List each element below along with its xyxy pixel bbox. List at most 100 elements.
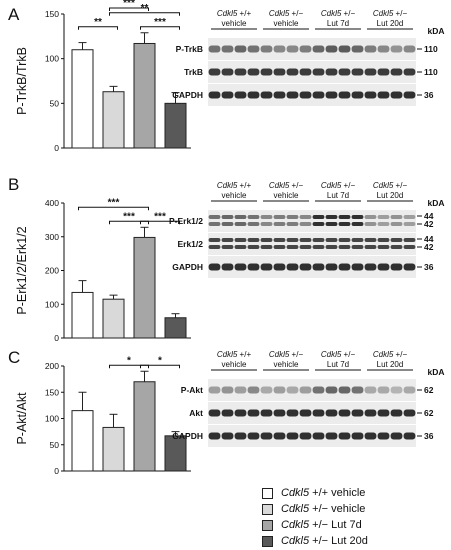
band-lane (260, 91, 273, 99)
blot-group-treatment: Lut 20d (377, 360, 404, 369)
significance-bracket (140, 220, 180, 225)
band-lane (286, 215, 299, 219)
band-lane (351, 263, 364, 271)
band-lane (273, 409, 286, 417)
band-lane (403, 91, 416, 99)
band-lane (325, 409, 338, 417)
band-lane (403, 409, 416, 417)
band-lane (390, 45, 403, 53)
y-tick-label: 400 (45, 198, 59, 208)
band-lane (325, 238, 338, 242)
band-lane (390, 432, 403, 440)
genotype: +/+ (237, 350, 251, 359)
significance-bracket (109, 12, 180, 16)
gene-name: Cdkl5 (269, 181, 290, 190)
band-lane (338, 245, 351, 249)
legend-swatch (262, 487, 273, 499)
band-lane (286, 409, 299, 417)
band-lane (234, 222, 247, 226)
band-lane (234, 432, 247, 440)
band-lane (403, 263, 416, 271)
band-lane (377, 386, 390, 394)
significance-label: *** (123, 211, 135, 222)
band-lane (338, 432, 351, 440)
blot-group-label: Cdkl5 +/− (321, 350, 356, 359)
band-lane (208, 386, 221, 394)
band-lane (234, 409, 247, 417)
gene-name: Cdkl5 (373, 350, 394, 359)
band-lane (208, 215, 221, 219)
band-lane (234, 386, 247, 394)
band-lane (247, 222, 260, 226)
blot-strip (208, 38, 416, 60)
mw-label: 42 (424, 219, 434, 229)
band-lane (351, 68, 364, 76)
band-lane (325, 386, 338, 394)
band-lane (403, 238, 416, 242)
mw-label: 62 (424, 408, 434, 418)
band-lane (377, 409, 390, 417)
y-tick-label: 100 (45, 299, 59, 309)
band-label: GAPDH (172, 90, 203, 100)
band-label: TrkB (184, 67, 203, 77)
band-lane (364, 386, 377, 394)
band-lane (338, 238, 351, 242)
band-lane (299, 245, 312, 249)
band-lane (273, 222, 286, 226)
band-lane (325, 91, 338, 99)
band-lane (234, 215, 247, 219)
blot-group-label: Cdkl5 +/− (269, 350, 304, 359)
band-lane (260, 45, 273, 53)
bar (71, 49, 94, 149)
band-lane (260, 68, 273, 76)
genotype: +/+ (237, 181, 251, 190)
mw-label: 110 (424, 44, 438, 54)
y-tick-label: 100 (45, 414, 59, 424)
band-lane (273, 386, 286, 394)
legend: Cdkl5 +/+ vehicle Cdkl5 +/− vehicle Cdkl… (262, 485, 368, 549)
band-lane (390, 68, 403, 76)
legend-label: Cdkl5 +/− vehicle (281, 503, 366, 515)
band-label: P-Erk1/2 (169, 216, 203, 226)
band-lane (299, 222, 312, 226)
band-lane (286, 238, 299, 242)
significance-label: ** (94, 17, 102, 28)
band-lane (234, 68, 247, 76)
blot-group-treatment: vehicle (222, 191, 247, 200)
band-lane (299, 215, 312, 219)
significance-bracket (140, 26, 180, 30)
band-lane (377, 432, 390, 440)
band-lane (338, 409, 351, 417)
band-lane (247, 45, 260, 53)
legend-label: Cdkl5 +/− Lut 20d (281, 535, 368, 547)
band-lane (390, 215, 403, 219)
bar (164, 435, 187, 472)
blot-group-treatment: Lut 20d (377, 19, 404, 28)
band-lane (377, 91, 390, 99)
band-lane (234, 263, 247, 271)
band-lane (364, 215, 377, 219)
blot-group-label: Cdkl5 +/− (373, 9, 408, 18)
legend-swatch (262, 519, 273, 531)
band-lane (247, 245, 260, 249)
band-lane (299, 263, 312, 271)
blot-group-treatment: Lut 7d (327, 191, 349, 200)
blot-group-label: Cdkl5 +/− (321, 181, 356, 190)
band-lane (364, 432, 377, 440)
band-lane (338, 386, 351, 394)
blot-group-label: Cdkl5 +/− (373, 350, 408, 359)
blot-strip (208, 256, 416, 278)
band-lane (221, 432, 234, 440)
bar (164, 317, 187, 339)
significance-bracket (78, 26, 118, 30)
band-label: P-TrkB (176, 44, 203, 54)
band-lane (351, 91, 364, 99)
bar (102, 426, 125, 472)
band-lane (351, 245, 364, 249)
band-lane (234, 245, 247, 249)
band-lane (221, 409, 234, 417)
